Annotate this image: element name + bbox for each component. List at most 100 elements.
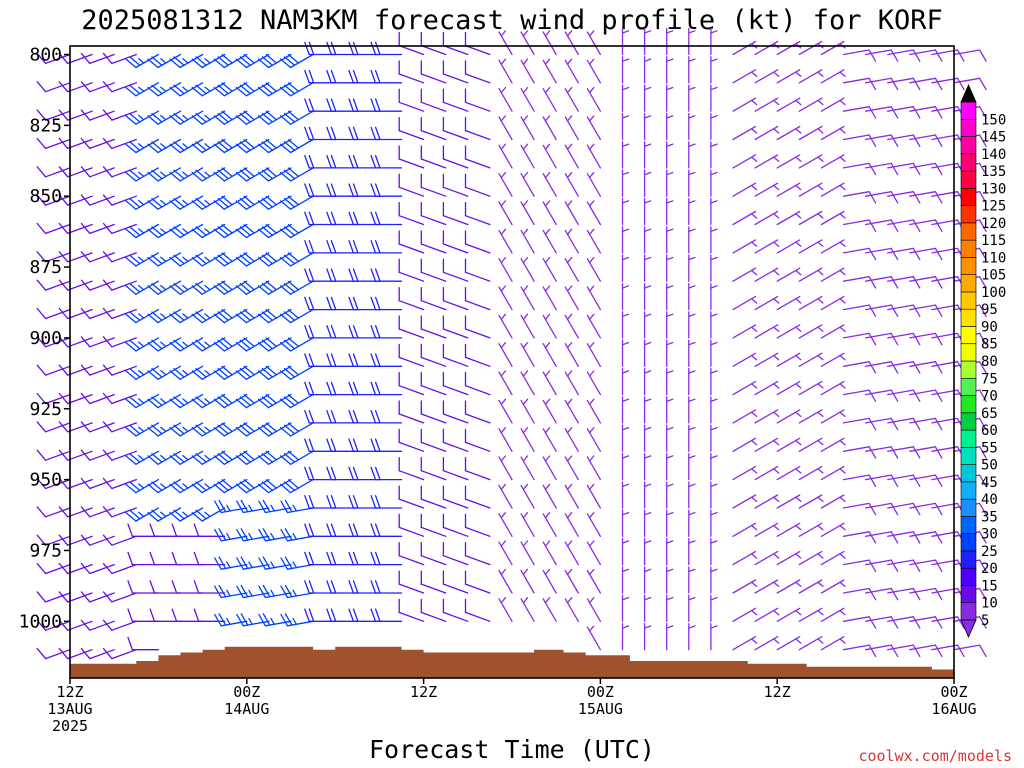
wind-barb (864, 389, 899, 402)
wind-barb (442, 60, 469, 84)
wind-barb (102, 336, 137, 348)
wind-barb (586, 342, 602, 367)
wind-barb (564, 58, 579, 84)
wind-barb (279, 82, 314, 97)
wind-barb (147, 337, 182, 352)
wind-barb (280, 528, 314, 542)
wind-barb (36, 591, 71, 603)
wind-barb (621, 424, 630, 452)
wind-barb (621, 282, 630, 311)
wind-barb (776, 40, 802, 56)
wind-barb (398, 457, 425, 481)
wind-barb (710, 594, 718, 622)
wind-barb (643, 254, 652, 282)
wind-barb (279, 167, 314, 182)
colorbar-segment (960, 101, 977, 120)
wind-barb (147, 167, 182, 182)
wind-barb (191, 507, 226, 522)
wind-barb (125, 365, 160, 380)
wind-barb (58, 477, 93, 490)
wind-barb (398, 258, 425, 282)
wind-barb (191, 308, 226, 324)
colorbar-segment (960, 291, 977, 310)
wind-barb (909, 219, 943, 232)
wind-barb (370, 126, 403, 141)
wind-barb (147, 252, 182, 267)
wind-barb (58, 194, 93, 206)
wind-barb (102, 477, 137, 490)
wind-barb (169, 82, 204, 97)
wind-barb (442, 513, 469, 537)
wind-barb (191, 422, 226, 437)
wind-barb (370, 608, 403, 622)
wind-barb (213, 138, 248, 154)
wind-barb (564, 171, 579, 197)
wind-barb (36, 336, 71, 348)
wind-barb (213, 478, 248, 494)
wind-barb (257, 195, 292, 210)
wind-barb (213, 82, 248, 97)
y-tick-label: 800 (29, 45, 62, 66)
wind-barb (169, 478, 204, 494)
wind-barb (820, 636, 846, 651)
wind-barb (864, 559, 899, 573)
wind-barb (542, 58, 557, 84)
wind-barb (102, 251, 137, 263)
terrain-surface (70, 646, 954, 678)
wind-barb (520, 540, 535, 566)
wind-barb (280, 584, 314, 599)
colorbar-segment (960, 533, 977, 552)
wind-barb (420, 88, 447, 112)
wind-barb (754, 380, 780, 396)
wind-barb (564, 455, 579, 481)
wind-barb (80, 421, 115, 433)
wind-barb (420, 258, 447, 282)
wind-barb (498, 313, 513, 339)
wind-barb (420, 428, 447, 452)
wind-barb (442, 485, 469, 509)
wind-barb (58, 109, 93, 121)
wind-barb (643, 537, 652, 566)
wind-barb (169, 167, 204, 182)
wind-barb (542, 200, 557, 226)
chart-title: 2025081312 NAM3KM forecast wind profile … (81, 5, 943, 36)
wind-barb (442, 457, 469, 481)
wind-barb (666, 197, 674, 226)
wind-barb (542, 342, 557, 367)
wind-barb (887, 587, 921, 601)
credit-text: coolwx.com/models (858, 747, 1012, 765)
wind-barb (820, 239, 846, 254)
wind-barb (147, 478, 182, 494)
wind-barb (842, 304, 877, 317)
wind-barb (257, 308, 292, 324)
wind-barb (236, 528, 270, 542)
wind-barb (235, 110, 270, 125)
wind-barb (80, 477, 115, 490)
wind-barb (235, 450, 270, 465)
wind-barb (235, 223, 270, 239)
wind-barb (820, 409, 846, 424)
wind-barb (169, 422, 204, 437)
wind-barb (542, 228, 557, 254)
wind-barb (542, 597, 557, 622)
wind-barb (732, 465, 758, 481)
wind-barb (398, 315, 425, 339)
wind-barb (36, 364, 71, 376)
wind-barb (842, 49, 877, 62)
wind-barb (102, 449, 137, 461)
wind-barb (58, 562, 93, 575)
wind-barb (732, 40, 758, 56)
colorbar-segment (960, 308, 977, 327)
wind-barb (643, 481, 652, 509)
wind-barb (442, 287, 469, 311)
wind-barb (370, 353, 403, 367)
wind-barb (710, 311, 718, 339)
wind-barb (125, 478, 160, 494)
wind-barb (279, 252, 314, 267)
wind-barb (542, 398, 557, 424)
wind-barb (586, 313, 602, 339)
wind-barb (621, 367, 630, 396)
wind-barb (520, 30, 535, 56)
wind-barb (125, 308, 160, 324)
wind-barb (820, 267, 846, 282)
